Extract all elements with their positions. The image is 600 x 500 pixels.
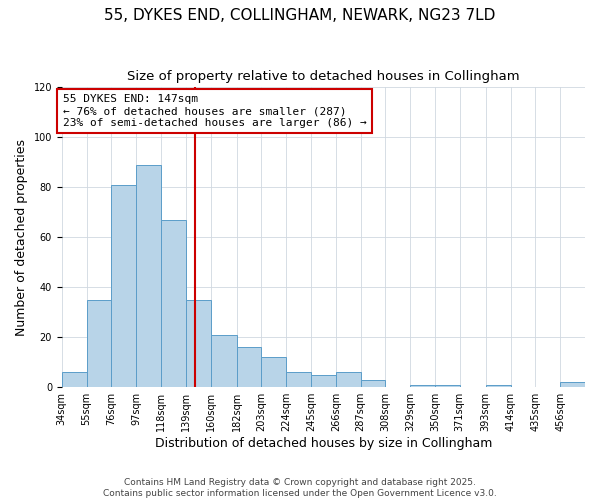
Bar bbox=[161, 220, 186, 387]
Bar bbox=[336, 372, 361, 387]
Y-axis label: Number of detached properties: Number of detached properties bbox=[15, 138, 28, 336]
Bar bbox=[486, 384, 511, 387]
Bar bbox=[112, 184, 136, 387]
Bar bbox=[62, 372, 86, 387]
Bar bbox=[286, 372, 311, 387]
Bar bbox=[211, 334, 236, 387]
Title: Size of property relative to detached houses in Collingham: Size of property relative to detached ho… bbox=[127, 70, 520, 83]
Bar bbox=[560, 382, 585, 387]
Bar bbox=[361, 380, 385, 387]
Bar bbox=[86, 300, 112, 387]
Text: 55, DYKES END, COLLINGHAM, NEWARK, NG23 7LD: 55, DYKES END, COLLINGHAM, NEWARK, NG23 … bbox=[104, 8, 496, 22]
Bar bbox=[262, 357, 286, 387]
Bar bbox=[311, 374, 336, 387]
Bar bbox=[186, 300, 211, 387]
X-axis label: Distribution of detached houses by size in Collingham: Distribution of detached houses by size … bbox=[155, 437, 492, 450]
Bar bbox=[136, 164, 161, 387]
Bar bbox=[236, 347, 262, 387]
Text: Contains HM Land Registry data © Crown copyright and database right 2025.
Contai: Contains HM Land Registry data © Crown c… bbox=[103, 478, 497, 498]
Bar bbox=[435, 384, 460, 387]
Text: 55 DYKES END: 147sqm
← 76% of detached houses are smaller (287)
23% of semi-deta: 55 DYKES END: 147sqm ← 76% of detached h… bbox=[63, 94, 367, 128]
Bar bbox=[410, 384, 435, 387]
